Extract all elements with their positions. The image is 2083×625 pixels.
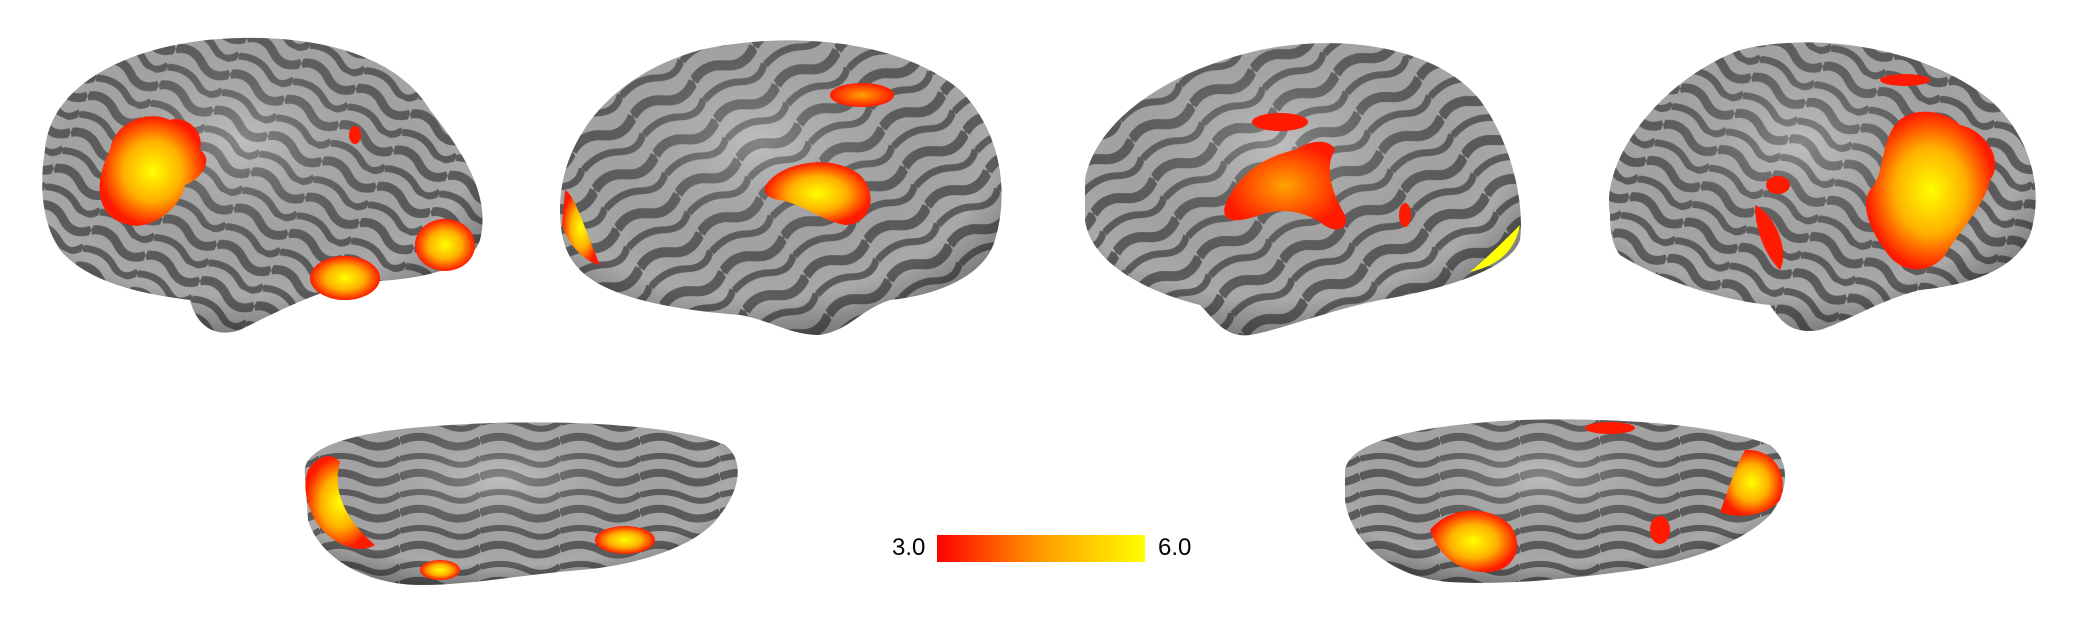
activation-blob bbox=[1224, 141, 1346, 230]
activation-blob bbox=[310, 256, 380, 300]
activation-blob bbox=[1470, 225, 1520, 272]
activation-blob bbox=[830, 83, 894, 107]
brain-right-medial bbox=[1085, 43, 1521, 336]
colorbar bbox=[937, 535, 1145, 562]
activation-blob bbox=[1430, 510, 1518, 573]
activation-blob bbox=[1585, 422, 1635, 434]
activation-blob bbox=[1650, 516, 1670, 544]
activation-blob bbox=[349, 126, 361, 144]
activation-blob bbox=[595, 526, 655, 554]
brain-left-ventral bbox=[304, 422, 738, 585]
activation-blob bbox=[1720, 449, 1783, 516]
activation-blob bbox=[764, 162, 871, 225]
colorbar-max-label: 6.0 bbox=[1158, 534, 1192, 561]
colorbar-min-label: 3.0 bbox=[892, 534, 926, 561]
brain-right-lateral bbox=[1608, 42, 2036, 331]
brain-right-ventral bbox=[1345, 419, 1785, 583]
brain-left-lateral bbox=[42, 37, 483, 333]
activation-blob bbox=[420, 560, 460, 580]
activation-blob bbox=[1755, 205, 1784, 270]
activation-blob bbox=[1252, 113, 1308, 131]
activation-blob bbox=[1865, 111, 1996, 270]
activation-blob bbox=[305, 456, 375, 549]
activation-blob bbox=[562, 190, 600, 265]
activation-blob bbox=[1766, 176, 1790, 194]
activation-blob bbox=[1399, 203, 1411, 227]
brain-left-medial bbox=[560, 40, 1002, 336]
activation-blob bbox=[415, 219, 475, 271]
activation-blob bbox=[1880, 74, 1930, 86]
activation-blob bbox=[99, 116, 207, 226]
